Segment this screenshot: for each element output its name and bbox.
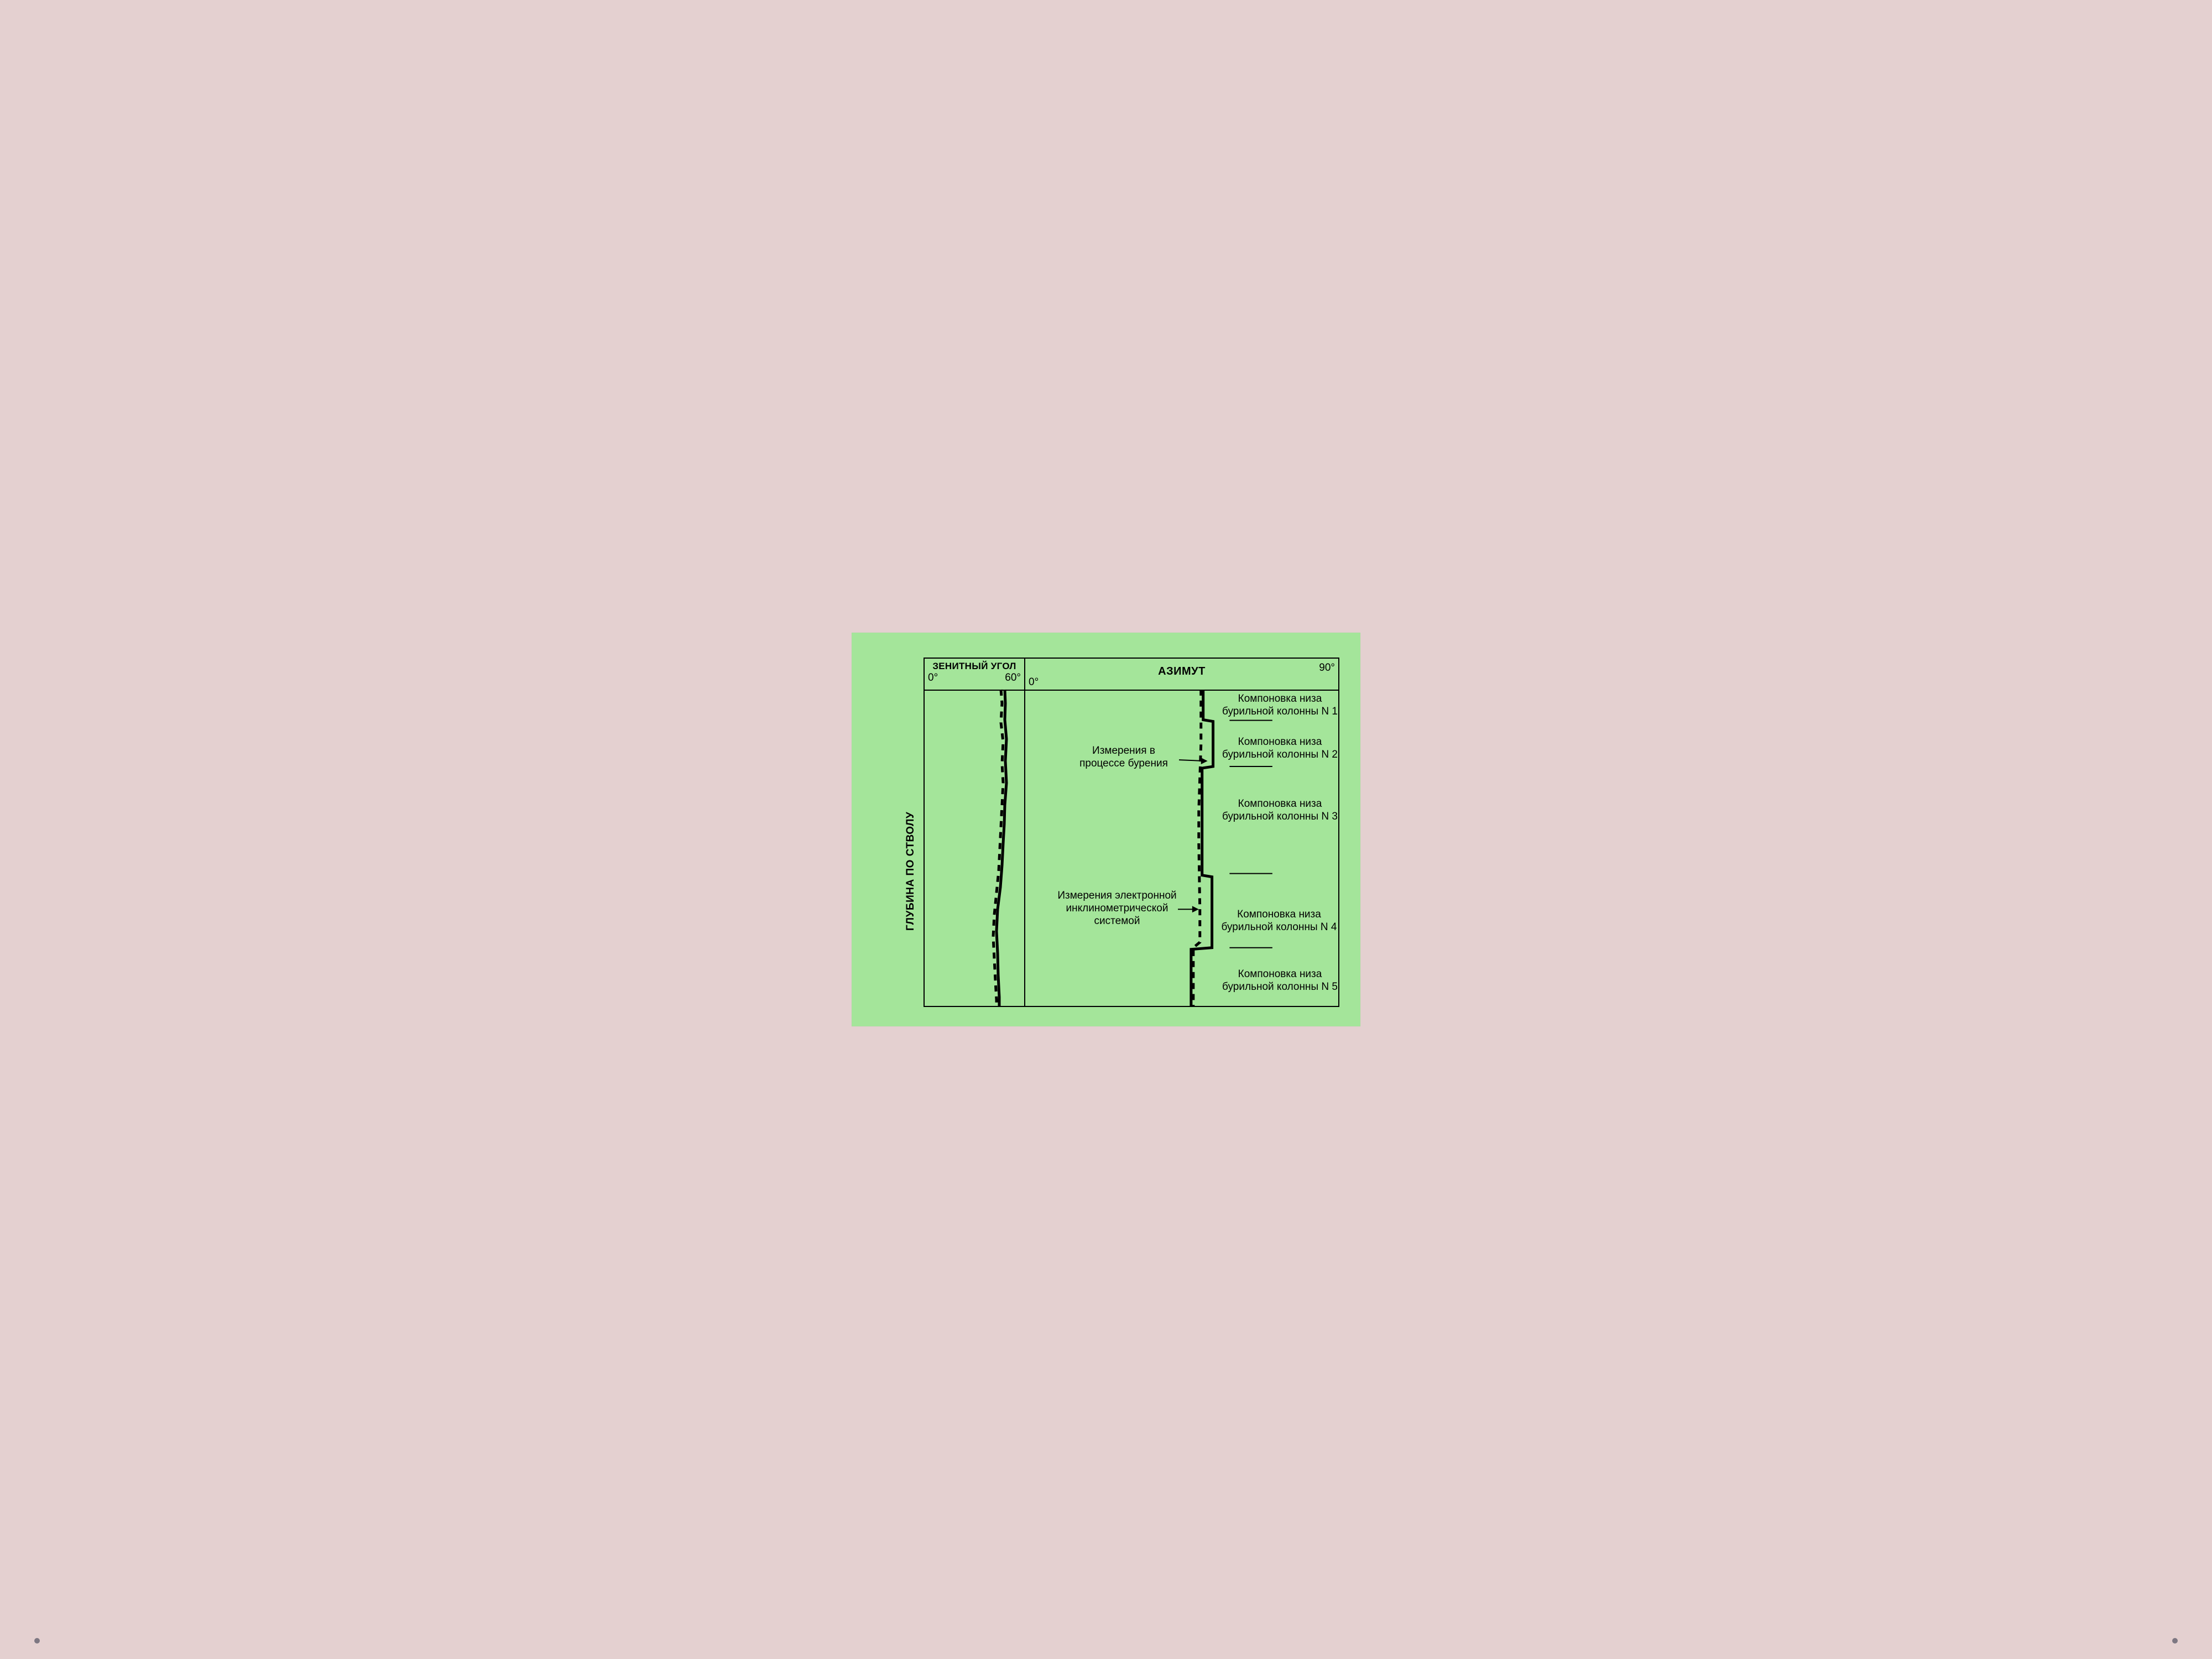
mwd-line1: Измерения в [1092, 745, 1155, 757]
zenith-plot [925, 690, 1024, 1006]
bha5-line1: Компоновка низа [1238, 968, 1322, 980]
bha3-line1: Компоновка низа [1238, 798, 1322, 810]
annotation-bha1: Компоновка низа бурильной колонны N 1 [1218, 693, 1342, 718]
zenith-title: ЗЕНИТНЫЙ УГОЛ [925, 659, 1024, 672]
zenith-scale: 0° 60° [925, 672, 1024, 684]
eis-line3: системой [1094, 915, 1140, 927]
eis-line2: инклинометрической [1066, 902, 1168, 914]
annotation-bha2: Компоновка низа бурильной колонны N 2 [1218, 736, 1342, 761]
bha4-line2: бурильной колонны N 4 [1222, 921, 1337, 933]
bha3-line2: бурильной колонны N 3 [1222, 811, 1338, 822]
diagram-panel: ГЛУБИНА ПО СТВОЛУ ЗЕНИТНЫЙ УГОЛ 0° 60° 0… [852, 633, 1360, 1026]
slide-bullet-left [34, 1638, 40, 1644]
bha4-line1: Компоновка низа [1237, 909, 1321, 920]
eis-line1: Измерения электронной [1057, 890, 1176, 901]
annotation-mwd: Измерения в процессе бурения [1046, 745, 1201, 770]
y-axis-label: ГЛУБИНА ПО СТВОЛУ [902, 749, 919, 993]
bha2-line2: бурильной колонны N 2 [1222, 749, 1338, 760]
annotation-bha3: Компоновка низа бурильной колонны N 3 [1218, 798, 1342, 823]
bha2-line1: Компоновка низа [1238, 736, 1322, 748]
diagram-frame: ЗЕНИТНЫЙ УГОЛ 0° 60° 0° АЗИМУТ 90° [924, 658, 1339, 1007]
annotation-bha4: Компоновка низа бурильной колонны N 4 [1215, 909, 1343, 934]
azimuth-title: АЗИМУТ [1025, 659, 1338, 678]
bha1-line1: Компоновка низа [1238, 693, 1322, 705]
zenith-scale-min: 0° [928, 672, 938, 684]
annotation-bha5: Компоновка низа бурильной колонны N 5 [1218, 968, 1342, 994]
azimuth-scale-min: 0° [1029, 676, 1039, 688]
bha1-line2: бурильной колонны N 1 [1222, 706, 1338, 717]
azimuth-dashed-curve [1193, 690, 1201, 1006]
bha5-line2: бурильной колонны N 5 [1222, 981, 1338, 993]
header-row: ЗЕНИТНЫЙ УГОЛ 0° 60° 0° АЗИМУТ 90° [925, 659, 1338, 691]
azimuth-header: 0° АЗИМУТ 90° [1025, 659, 1338, 690]
azimuth-scale-max: 90° [1319, 662, 1335, 674]
zenith-header: ЗЕНИТНЫЙ УГОЛ 0° 60° [925, 659, 1024, 690]
slide-bullet-right [2172, 1638, 2178, 1644]
annotation-eis: Измерения электронной инклинометрической… [1034, 890, 1200, 927]
mwd-line2: процессе бурения [1079, 758, 1168, 769]
zenith-scale-max: 60° [1005, 672, 1021, 684]
